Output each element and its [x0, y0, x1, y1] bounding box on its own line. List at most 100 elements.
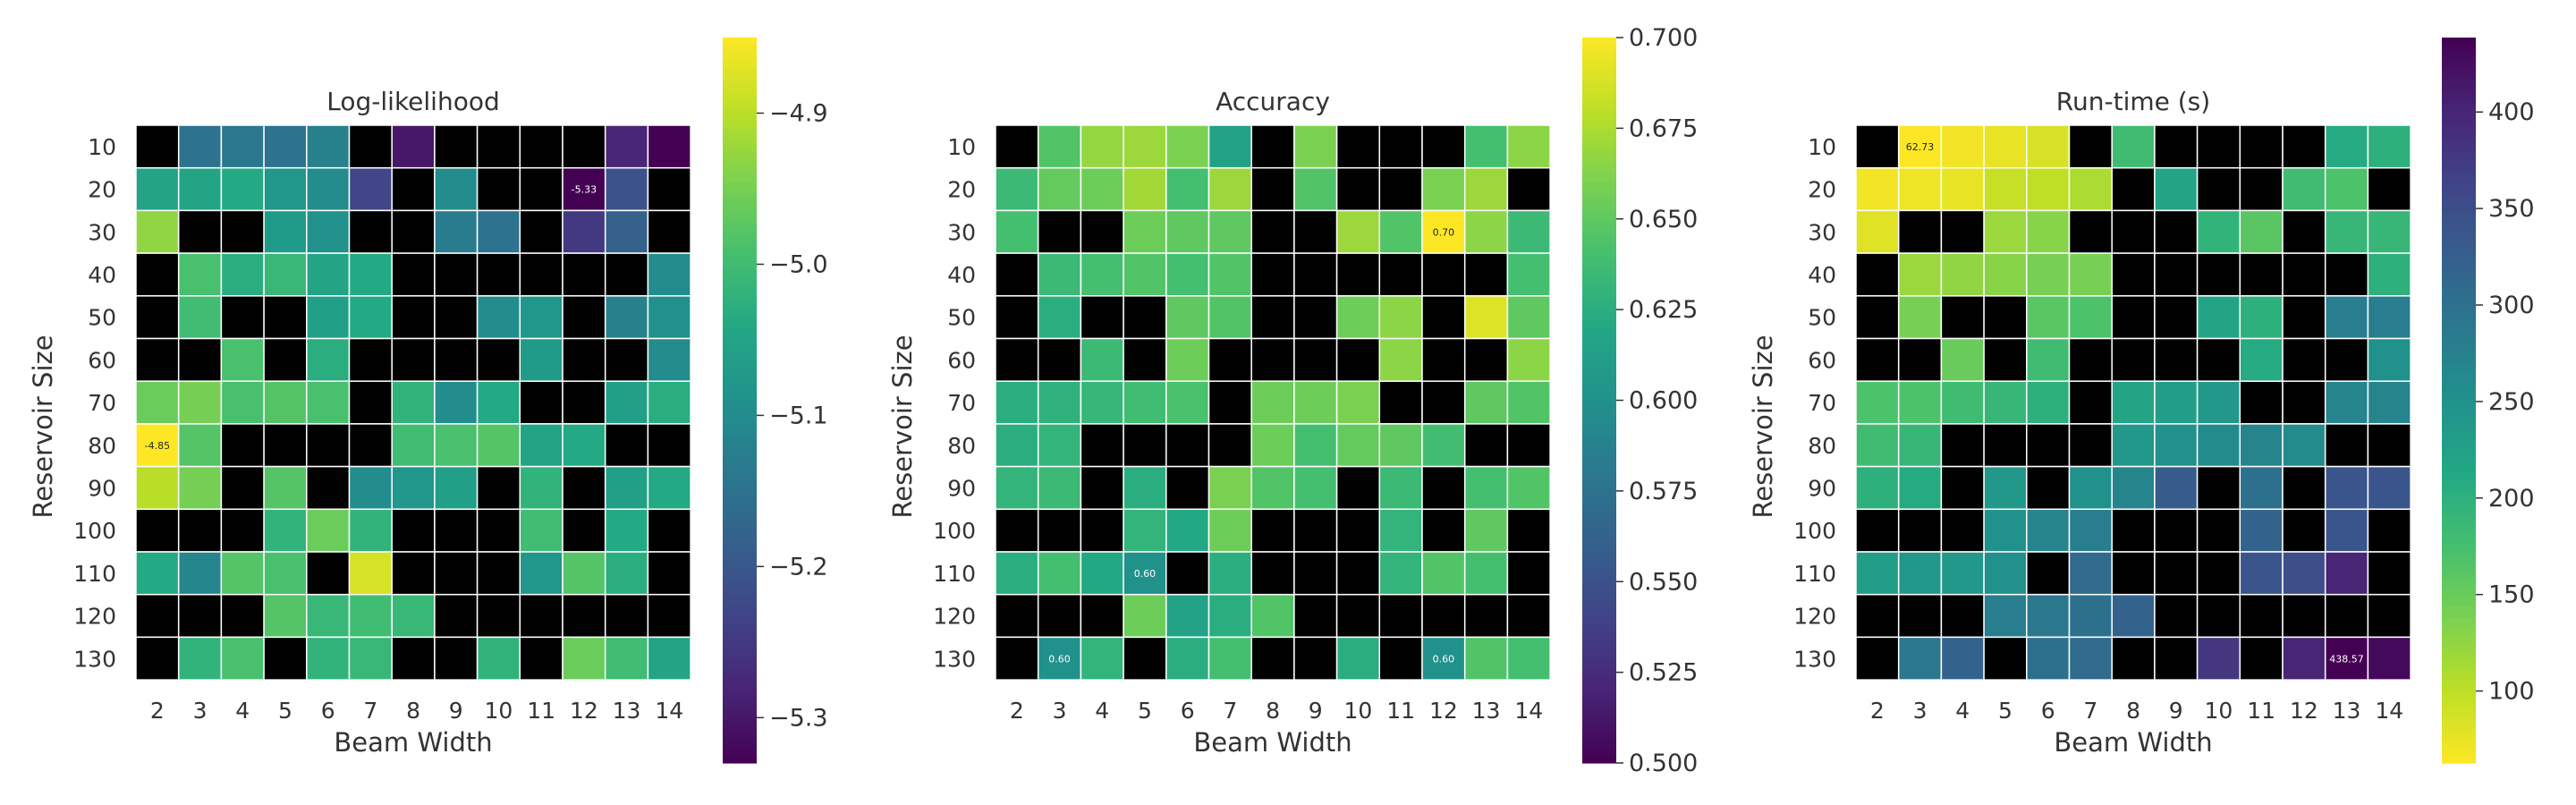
heatmap-cell: [2196, 636, 2241, 681]
heatmap-cell: [135, 380, 180, 425]
colorbar-segment: [2442, 461, 2476, 468]
colorbar-segment: [2442, 261, 2476, 268]
heatmap-cell: [1463, 295, 1509, 340]
heatmap-cell: [476, 465, 521, 511]
heatmap-cell: [2282, 593, 2326, 639]
colorbar-segment: [723, 654, 757, 661]
colorbar-segment: [1582, 702, 1616, 709]
heatmap-cell: [2324, 508, 2369, 553]
heatmap-cell: [1463, 166, 1509, 212]
colorbar-segment: [1582, 527, 1616, 534]
heatmap-cell: [348, 380, 393, 425]
colorbar-segment: [2442, 394, 2476, 402]
heatmap-cell: [2068, 593, 2113, 639]
colorbar-segment: [723, 617, 757, 625]
heatmap-cell: [306, 124, 351, 169]
heatmap-cell: [647, 252, 691, 297]
heatmap-cell: [519, 465, 564, 511]
colorbar-segment: [1582, 563, 1616, 571]
heatmap-cell: [391, 593, 436, 639]
heatmap-cell: [2196, 465, 2241, 511]
colorbar-segment: [723, 738, 757, 746]
heatmap-cell: [2154, 166, 2199, 212]
heatmap-cell: [263, 124, 308, 169]
colorbar-segment: [723, 630, 757, 637]
y-tick-label: 10: [88, 134, 116, 160]
y-tick-label: 50: [947, 305, 976, 331]
colorbar-segment: [1582, 128, 1616, 135]
colorbar-segment: [2442, 454, 2476, 462]
colorbar-segment: [723, 309, 757, 317]
colorbar-segment: [723, 581, 757, 589]
x-tick-label: 8: [2126, 698, 2140, 724]
heatmap-cell: [2196, 166, 2241, 212]
heatmap-cell: [1335, 423, 1381, 468]
colorbar-segment: [723, 641, 757, 649]
x-axis-label: Beam Width: [334, 727, 492, 758]
heatmap-cell: [2367, 551, 2411, 596]
heatmap-cell: [220, 252, 265, 297]
heatmap-cell: [1165, 124, 1210, 169]
colorbar-segment: [1582, 327, 1616, 335]
y-tick-label: 40: [88, 262, 116, 288]
colorbar-segment: [723, 744, 757, 752]
colorbar-segment: [1582, 182, 1616, 190]
heatmap-cell: [2282, 508, 2326, 553]
panel-title: Run-time (s): [2056, 87, 2210, 116]
colorbar-segment: [2442, 714, 2476, 722]
y-tick-label: 70: [947, 390, 976, 416]
heatmap-cell: [562, 252, 606, 297]
heatmap-cell: [348, 636, 393, 681]
colorbar-segment: [723, 708, 757, 716]
heatmap-cell: [2111, 508, 2156, 553]
heatmap-cell: [1123, 380, 1167, 425]
colorbar-segment: [723, 67, 757, 75]
colorbar-segment: [2442, 636, 2476, 643]
colorbar-segment: [1582, 665, 1616, 674]
x-tick-label: 2: [150, 698, 165, 724]
heatmap-cell: [1421, 423, 1466, 468]
heatmap-cell: [177, 508, 223, 553]
heatmap-cell: [1080, 252, 1124, 297]
heatmap-cell: [2367, 423, 2411, 468]
heatmap-cell: [2154, 423, 2199, 468]
heatmap-cell: [562, 636, 606, 681]
heatmap-cell: [1983, 337, 2028, 382]
heatmap-cell: [1421, 166, 1466, 212]
colorbar-segment: [723, 291, 757, 299]
heatmap-cell: [2068, 337, 2113, 382]
colorbar-segment: [1582, 382, 1616, 389]
x-tick-label: 6: [1181, 698, 1195, 724]
colorbar-segment: [1582, 273, 1616, 280]
colorbar-segment: [2442, 702, 2476, 709]
colorbar-segment: [2442, 110, 2476, 117]
colorbar-segment: [2442, 297, 2476, 304]
colorbar-segment: [723, 315, 757, 323]
colorbar-segment: [1582, 122, 1616, 129]
y-tick-labels: 10 20 30 40 50 60 70 80 90 100 110 120 130: [73, 134, 116, 672]
heatmap-cell: [1037, 508, 1082, 553]
colorbar-segment: [2442, 418, 2476, 426]
colorbar-segment: [2442, 122, 2476, 129]
colorbar-segment: [723, 62, 757, 69]
colorbar-segment: [1582, 466, 1616, 474]
heatmap-cell: [2239, 465, 2284, 511]
heatmap-cell: [1250, 380, 1295, 425]
heatmap-cell: [2367, 508, 2411, 553]
heatmap-cell: [1037, 124, 1082, 169]
heatmap-cell: [604, 209, 649, 254]
heatmap-cell: [1855, 636, 1900, 681]
colorbar-segment: [1582, 738, 1616, 746]
heatmap-cell: [1421, 252, 1466, 297]
colorbar-tick-label: 300: [2488, 292, 2535, 319]
heatmap-cell: [2196, 209, 2241, 254]
cell-annotation: -5.33: [572, 184, 597, 196]
colorbar-segment: [1582, 309, 1616, 317]
heatmap-cell: [1378, 295, 1423, 340]
heatmap-cell: [2026, 551, 2071, 596]
colorbar-segment: [2442, 115, 2476, 123]
y-tick-label: 10: [1808, 134, 1836, 160]
colorbar-segment: [1582, 62, 1616, 69]
heatmap-cell: [1855, 295, 1900, 340]
heatmap-cell: [135, 209, 180, 254]
